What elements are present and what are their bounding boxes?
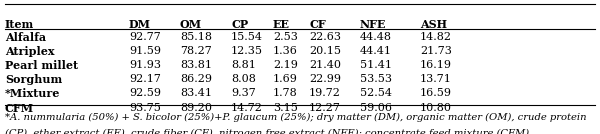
Text: 2.19: 2.19 (273, 60, 298, 70)
Text: 44.48: 44.48 (360, 32, 392, 42)
Text: 14.82: 14.82 (420, 32, 452, 42)
Text: 93.75: 93.75 (129, 103, 161, 113)
Text: 1.78: 1.78 (273, 88, 298, 98)
Text: (CP), ether extract (EE), crude fiber (CF), nitrogen free extract (NFE); concent: (CP), ether extract (EE), crude fiber (C… (5, 129, 532, 134)
Text: *Mixture: *Mixture (5, 88, 60, 99)
Text: 13.71: 13.71 (420, 74, 452, 84)
Text: CFM: CFM (5, 103, 34, 113)
Text: 78.27: 78.27 (180, 46, 212, 56)
Text: 16.19: 16.19 (420, 60, 452, 70)
Text: CF: CF (309, 19, 326, 30)
Text: 44.41: 44.41 (360, 46, 392, 56)
Text: 8.81: 8.81 (231, 60, 256, 70)
Text: 20.15: 20.15 (309, 46, 341, 56)
Text: EE: EE (273, 19, 290, 30)
Text: 1.69: 1.69 (273, 74, 298, 84)
Text: 86.29: 86.29 (180, 74, 212, 84)
Text: NFE: NFE (360, 19, 386, 30)
Text: 83.81: 83.81 (180, 60, 212, 70)
Text: 21.73: 21.73 (420, 46, 452, 56)
Text: 12.27: 12.27 (309, 103, 341, 113)
Text: 16.59: 16.59 (420, 88, 452, 98)
Text: 12.35: 12.35 (231, 46, 263, 56)
Text: 92.77: 92.77 (129, 32, 161, 42)
Text: 8.08: 8.08 (231, 74, 256, 84)
Text: 91.59: 91.59 (129, 46, 161, 56)
Text: 19.72: 19.72 (309, 88, 341, 98)
Text: Item: Item (5, 19, 34, 30)
Text: 92.17: 92.17 (129, 74, 161, 84)
Text: CP: CP (231, 19, 248, 30)
Text: 92.59: 92.59 (129, 88, 161, 98)
Text: 9.37: 9.37 (231, 88, 256, 98)
Text: 51.41: 51.41 (360, 60, 392, 70)
Text: 52.54: 52.54 (360, 88, 392, 98)
Text: 83.41: 83.41 (180, 88, 212, 98)
Text: 53.53: 53.53 (360, 74, 392, 84)
Text: *A. nummularia (50%) + S. bicolor (25%)+P. glaucum (25%); dry matter (DM), organ: *A. nummularia (50%) + S. bicolor (25%)+… (5, 113, 586, 122)
Text: 1.36: 1.36 (273, 46, 298, 56)
Text: Pearl millet: Pearl millet (5, 60, 78, 71)
Text: 15.54: 15.54 (231, 32, 263, 42)
Text: 59.06: 59.06 (360, 103, 392, 113)
Text: 91.93: 91.93 (129, 60, 161, 70)
Text: 22.99: 22.99 (309, 74, 341, 84)
Text: 22.63: 22.63 (309, 32, 341, 42)
Text: 3.15: 3.15 (273, 103, 298, 113)
Text: Sorghum: Sorghum (5, 74, 62, 85)
Text: Alfalfa: Alfalfa (5, 32, 46, 43)
Text: ASH: ASH (420, 19, 447, 30)
Text: 14.72: 14.72 (231, 103, 263, 113)
Text: Atriplex: Atriplex (5, 46, 54, 57)
Text: DM: DM (129, 19, 151, 30)
Text: 21.40: 21.40 (309, 60, 341, 70)
Text: OM: OM (180, 19, 202, 30)
Text: 89.20: 89.20 (180, 103, 212, 113)
Text: 10.80: 10.80 (420, 103, 452, 113)
Text: 2.53: 2.53 (273, 32, 298, 42)
Text: 85.18: 85.18 (180, 32, 212, 42)
